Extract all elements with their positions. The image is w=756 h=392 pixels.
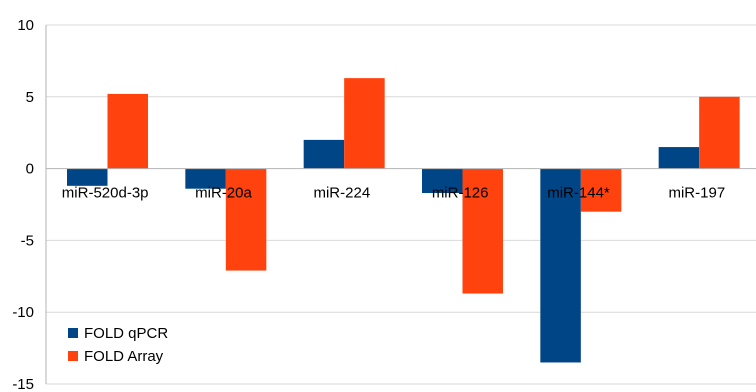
bar bbox=[67, 168, 108, 186]
y-tick-label: 0 bbox=[26, 161, 34, 178]
bar bbox=[344, 78, 385, 169]
y-tick-label: 10 bbox=[17, 17, 34, 34]
category-label: miR-197 bbox=[668, 185, 725, 202]
category-labels: miR-520d-3p miR-20a miR-224 miR-126 miR-144*… bbox=[62, 185, 725, 202]
legend-label-qpcr: FOLD qPCR bbox=[84, 325, 168, 342]
bar bbox=[185, 168, 226, 189]
bar bbox=[225, 168, 267, 271]
y-tick-label: -10 bbox=[12, 304, 34, 321]
y-tick-label: -5 bbox=[21, 232, 34, 249]
bar bbox=[107, 93, 148, 169]
category-label: miR-224 bbox=[313, 185, 370, 202]
legend-swatch-array bbox=[68, 351, 78, 361]
bars bbox=[67, 78, 740, 363]
bar bbox=[658, 147, 700, 169]
category-label: miR-20a bbox=[195, 185, 252, 202]
legend-swatch-qpcr bbox=[68, 328, 78, 338]
bar bbox=[303, 139, 345, 169]
category-label: miR-126 bbox=[432, 185, 489, 202]
category-label: miR-144* bbox=[547, 185, 610, 202]
y-axis-tick-labels: 10 5 0 -5 -10 -15 bbox=[12, 17, 34, 392]
y-tick-label: 5 bbox=[26, 89, 34, 106]
legend: FOLD qPCR FOLD Array bbox=[68, 325, 168, 365]
category-label: miR-520d-3p bbox=[62, 185, 149, 202]
axes bbox=[45, 25, 756, 384]
bar bbox=[699, 96, 740, 169]
gridlines bbox=[46, 24, 756, 385]
bar bbox=[422, 168, 463, 194]
bar bbox=[580, 168, 622, 212]
legend-label-array: FOLD Array bbox=[84, 348, 164, 365]
y-tick-label: -15 bbox=[12, 376, 34, 392]
bar bbox=[540, 168, 581, 363]
bar bbox=[462, 168, 503, 294]
